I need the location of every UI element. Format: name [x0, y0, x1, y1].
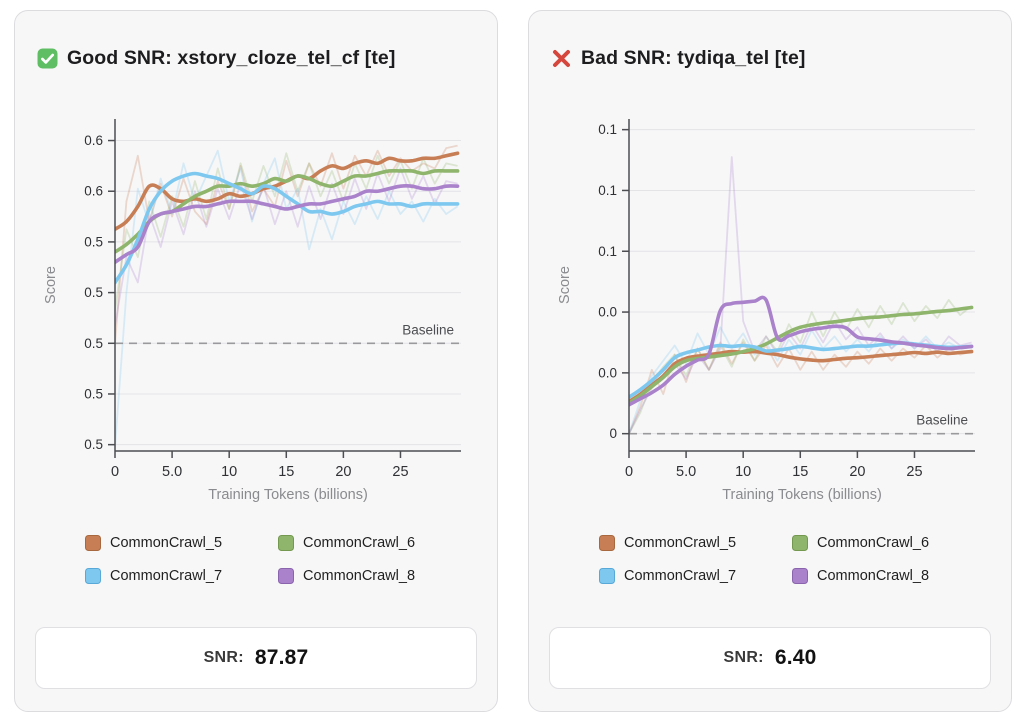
snr-box: SNR: 87.87	[35, 627, 477, 689]
card-title-bad: Bad SNR: tydiqa_tel [te]	[551, 47, 806, 70]
card-title-good: Good SNR: xstory_cloze_tel_cf [te]	[37, 47, 395, 70]
x-tick-label: 15	[278, 464, 294, 480]
snr-value: 87.87	[254, 646, 309, 669]
x-tick-label: 5.0	[676, 464, 696, 480]
x-axis-title: Training Tokens (billions)	[722, 487, 882, 503]
legend-item-CommonCrawl_5[interactable]: CommonCrawl_5	[85, 535, 278, 551]
raw-series-CommonCrawl_7	[629, 326, 972, 434]
raw-series-CommonCrawl_6	[115, 152, 458, 311]
legend: CommonCrawl_5 CommonCrawl_6 CommonCrawl_7 C…	[85, 535, 471, 584]
raw-series-CommonCrawl_6	[629, 298, 973, 435]
x-tick-label: 25	[906, 464, 922, 480]
legend-swatch-icon	[792, 535, 808, 551]
legend-swatch-icon	[599, 535, 615, 551]
smoothed-series-CommonCrawl_5	[629, 349, 974, 404]
x-tick-label: 5.0	[162, 464, 182, 480]
legend-label: CommonCrawl_8	[303, 568, 416, 584]
y-tick-label: 0.5	[84, 386, 103, 401]
legend-item-CommonCrawl_6[interactable]: CommonCrawl_6	[278, 535, 471, 551]
legend-swatch-icon	[278, 568, 294, 584]
x-tick-label: 20	[849, 464, 865, 480]
legend-swatch-icon	[599, 568, 615, 584]
line-chart-good-snr: Baseline 0.6 0.6 0.5 0.5 0.5 0.5 0.5 0 5.0 10 15 20 2…	[43, 119, 461, 503]
legend-label: CommonCrawl_8	[817, 568, 930, 584]
legend-label: CommonCrawl_7	[624, 568, 737, 584]
y-axis-title: Score	[557, 266, 573, 304]
raw-series-CommonCrawl_5	[629, 341, 972, 435]
legend-swatch-icon	[792, 568, 808, 584]
y-tick-label: 0.6	[84, 184, 103, 199]
legend-row: CommonCrawl_7 CommonCrawl_8	[599, 568, 985, 584]
legend-item-CommonCrawl_7[interactable]: CommonCrawl_7	[85, 568, 278, 584]
raw-series-CommonCrawl_8	[115, 167, 458, 326]
line-chart-bad-snr: Baseline 0.1 0.1 0.1 0.0 0.0 0 0 5.0 10 15 20 25 Trai…	[557, 119, 975, 503]
y-tick-label: 0.5	[84, 285, 103, 300]
legend-label: CommonCrawl_5	[110, 535, 223, 551]
legend-row: CommonCrawl_7 CommonCrawl_8	[85, 568, 471, 584]
legend-row: CommonCrawl_5 CommonCrawl_6	[599, 535, 985, 551]
page-title: Good SNR: xstory_cloze_tel_cf [te]	[67, 47, 396, 69]
legend-swatch-icon	[85, 568, 101, 584]
smoothed-series-CommonCrawl_8	[629, 295, 974, 407]
smoothed-series-CommonCrawl_7	[115, 171, 460, 285]
x-tick-label: 10	[735, 464, 751, 480]
check-mark-emoji-icon	[37, 48, 58, 69]
legend-item-CommonCrawl_5[interactable]: CommonCrawl_5	[599, 535, 792, 551]
legend-label: CommonCrawl_6	[817, 535, 930, 551]
legend-item-CommonCrawl_8[interactable]: CommonCrawl_8	[792, 568, 985, 584]
y-tick-label: 0.0	[598, 305, 617, 320]
y-tick-label: 0.0	[598, 365, 617, 380]
baseline-label: Baseline	[402, 322, 454, 337]
x-tick-label: 0	[111, 464, 119, 480]
raw-series-CommonCrawl_5	[115, 144, 458, 344]
legend-item-CommonCrawl_8[interactable]: CommonCrawl_8	[278, 568, 471, 584]
card-bad-snr: Bad SNR: tydiqa_tel [te] Baseline 0.1 0.1 0…	[528, 10, 1012, 712]
smoothed-series-CommonCrawl_6	[629, 305, 974, 406]
y-axis-title: Score	[43, 266, 59, 304]
smoothed-series-CommonCrawl_8	[115, 184, 460, 264]
x-tick-label: 25	[392, 464, 408, 480]
raw-series-CommonCrawl_8	[629, 156, 972, 435]
y-tick-label: 0.5	[84, 336, 103, 351]
y-tick-label: 0.5	[84, 437, 103, 452]
legend-row: CommonCrawl_5 CommonCrawl_6	[85, 535, 471, 551]
x-axis-title: Training Tokens (billions)	[208, 487, 368, 503]
y-tick-label: 0.1	[598, 122, 617, 137]
card-good-snr: Good SNR: xstory_cloze_tel_cf [te] Basel…	[14, 10, 498, 712]
snr-box: SNR: 6.40	[549, 627, 991, 689]
snr-label: SNR:	[723, 649, 764, 666]
legend-item-CommonCrawl_7[interactable]: CommonCrawl_7	[599, 568, 792, 584]
x-tick-label: 10	[221, 464, 237, 480]
legend-swatch-icon	[278, 535, 294, 551]
y-tick-label: 0.1	[598, 183, 617, 198]
y-tick-label: 0.1	[598, 244, 617, 259]
x-tick-label: 0	[625, 464, 633, 480]
page-title: Bad SNR: tydiqa_tel [te]	[581, 47, 806, 69]
y-tick-label: 0	[609, 426, 617, 441]
y-tick-label: 0.5	[84, 234, 103, 249]
x-tick-label: 15	[792, 464, 808, 480]
legend-label: CommonCrawl_5	[624, 535, 737, 551]
snr-value: 6.40	[774, 646, 817, 669]
legend: CommonCrawl_5 CommonCrawl_6 CommonCrawl_7 C…	[599, 535, 985, 584]
legend-item-CommonCrawl_6[interactable]: CommonCrawl_6	[792, 535, 985, 551]
legend-label: CommonCrawl_7	[110, 568, 223, 584]
legend-label: CommonCrawl_6	[303, 535, 416, 551]
legend-swatch-icon	[85, 535, 101, 551]
baseline-label: Baseline	[916, 413, 968, 428]
snr-label: SNR:	[203, 649, 244, 666]
cross-mark-emoji-icon	[551, 48, 572, 69]
x-tick-label: 20	[335, 464, 351, 480]
y-tick-label: 0.6	[84, 133, 103, 148]
